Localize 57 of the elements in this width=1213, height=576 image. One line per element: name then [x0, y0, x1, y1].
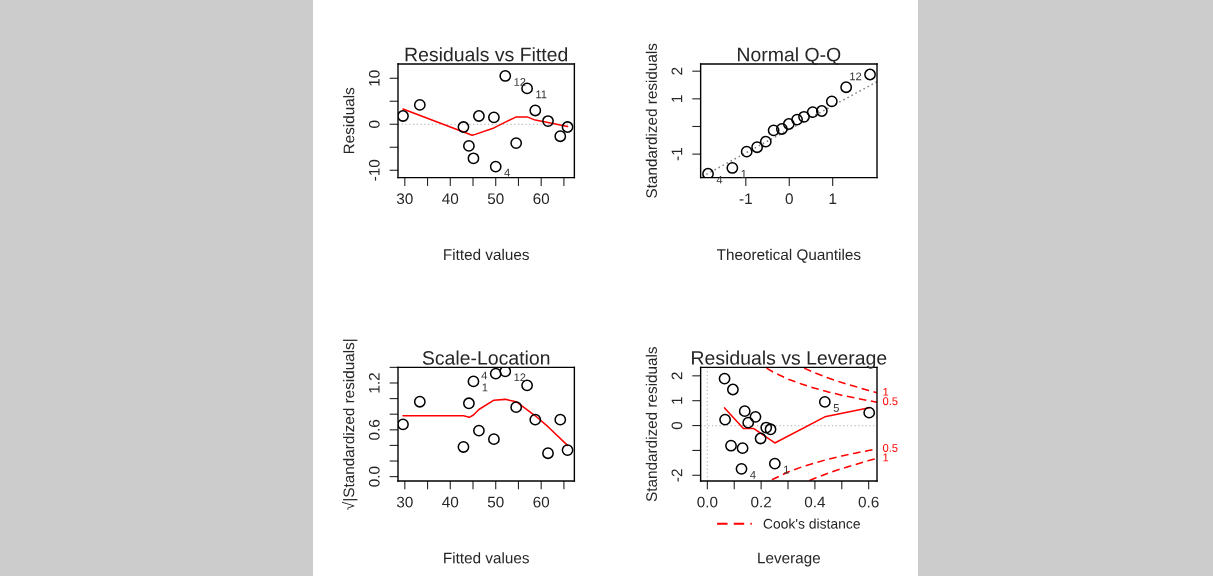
x-tick-label: 0.6: [858, 496, 879, 508]
chart-title: Normal Q-Q: [738, 47, 841, 65]
x-tick-label: 50: [487, 496, 504, 508]
x-tick-label: 40: [442, 496, 459, 508]
y-tick-label: 1: [671, 397, 683, 404]
x-tick-label: 60: [533, 193, 550, 205]
chart-title: Residuals vs Fitted: [405, 47, 568, 62]
annotation: 1: [883, 387, 889, 396]
y-tick-label: 2: [671, 67, 683, 75]
y-tick-label: 0: [671, 421, 683, 430]
x-tick-label: 40: [442, 193, 459, 205]
annotation: 4: [716, 175, 723, 184]
x-tick-label: 0.4: [804, 496, 826, 508]
x-axis-title: Theoretical Quantiles: [716, 248, 861, 263]
x-tick-label: 0.0: [697, 496, 718, 508]
annotation: 5: [833, 404, 839, 412]
x-tick-label: 0.2: [751, 496, 771, 508]
annotation: 11: [536, 90, 547, 99]
annotation: 12: [514, 373, 526, 382]
annotation: 1: [784, 465, 789, 474]
y-tick-label: 2: [671, 372, 683, 380]
y-tick-label: 10: [368, 70, 380, 86]
y-tick-label: -2: [671, 469, 683, 482]
x-tick-label: 30: [396, 496, 413, 508]
y-axis-title: Standardized residuals: [645, 347, 657, 502]
annotation: 1: [883, 453, 889, 462]
annotation: 0.5: [882, 397, 898, 406]
annotation: 4: [481, 371, 488, 380]
y-axis-title: Standardized residuals: [645, 43, 657, 198]
annotation: 12: [850, 72, 862, 81]
annotation: 1: [741, 170, 747, 178]
y-tick-label: -1: [671, 148, 683, 161]
x-tick-label: 0: [785, 193, 793, 205]
legend-label: Cook's distance: [763, 518, 860, 529]
y-tick-label: 0: [368, 120, 380, 128]
y-tick-label: -10: [368, 159, 380, 181]
x-axis-title: Leverage: [758, 552, 820, 567]
x-tick-label: -1: [739, 193, 752, 204]
y-tick-label: 1: [671, 95, 683, 102]
annotation: 12: [514, 78, 526, 86]
y-axis-title: √|Standardized residuals|: [342, 339, 358, 510]
y-tick-label: 1.2: [368, 373, 380, 393]
x-tick-label: 30: [396, 193, 413, 205]
annotation: 4: [504, 168, 510, 177]
x-tick-label: 50: [487, 193, 504, 205]
x-tick-label: 1: [829, 193, 837, 204]
x-axis-title: Fitted values: [444, 248, 529, 261]
annotation: 1: [482, 383, 488, 392]
y-tick-label: 0.0: [368, 466, 380, 487]
chart-title: Residuals vs Leverage: [692, 350, 887, 369]
chart-title: Scale-Location: [422, 350, 550, 365]
x-tick-label: 60: [533, 496, 550, 508]
x-axis-title: Fitted values: [444, 552, 529, 564]
annotation: 4: [750, 470, 756, 479]
y-tick-label: 0.6: [368, 419, 380, 440]
annotation: 0.5: [882, 444, 898, 452]
y-axis-title: Residuals: [343, 87, 355, 154]
